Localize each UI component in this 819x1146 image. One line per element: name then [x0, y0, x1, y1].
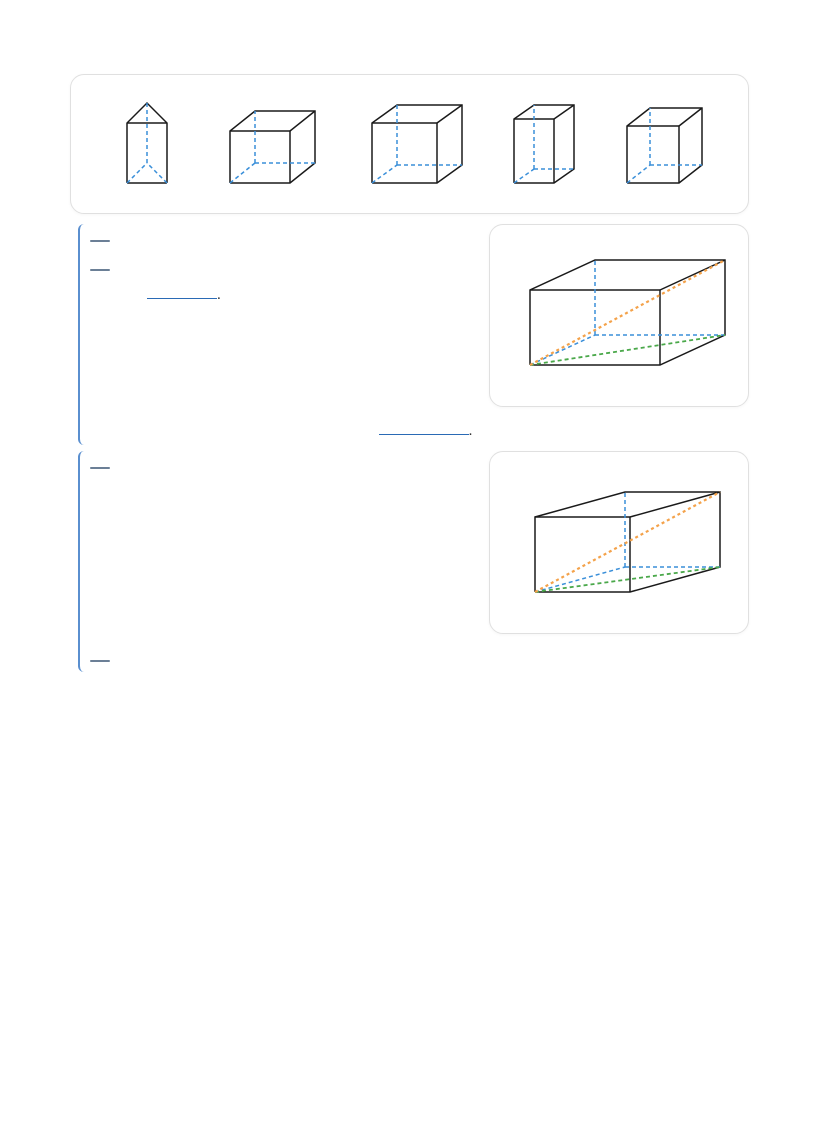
example-3-tag — [90, 467, 110, 469]
prism-4-svg — [504, 93, 584, 193]
figure-26-box — [489, 224, 749, 407]
solve-tag-2 — [90, 269, 110, 271]
prism-1-svg — [107, 93, 187, 193]
ex2-final: . — [90, 417, 749, 446]
ex3-line-1 — [90, 451, 473, 480]
figure-27-svg — [500, 462, 740, 612]
blank-line-4 — [147, 284, 217, 299]
example-2-tag — [90, 240, 110, 242]
prism-5-svg — [617, 93, 712, 193]
figure-26-svg — [500, 235, 740, 385]
prism-5 — [617, 93, 712, 201]
ex2-line-1 — [90, 224, 473, 253]
prism-4 — [504, 93, 584, 201]
blank-line-5 — [379, 420, 469, 435]
prism-2 — [220, 93, 330, 201]
solve-tag-3 — [90, 660, 110, 662]
prism-1 — [107, 93, 187, 201]
ex3-s1a — [90, 644, 749, 673]
ex2-ac2: . — [90, 281, 473, 310]
figure-25-panel — [70, 74, 749, 214]
figure-27-box — [489, 451, 749, 634]
watermark — [0, 1086, 819, 1128]
prism-3 — [362, 93, 472, 201]
ex2-solve-1 — [90, 253, 473, 282]
prism-3-svg — [362, 93, 472, 193]
prism-2-svg — [220, 93, 330, 193]
